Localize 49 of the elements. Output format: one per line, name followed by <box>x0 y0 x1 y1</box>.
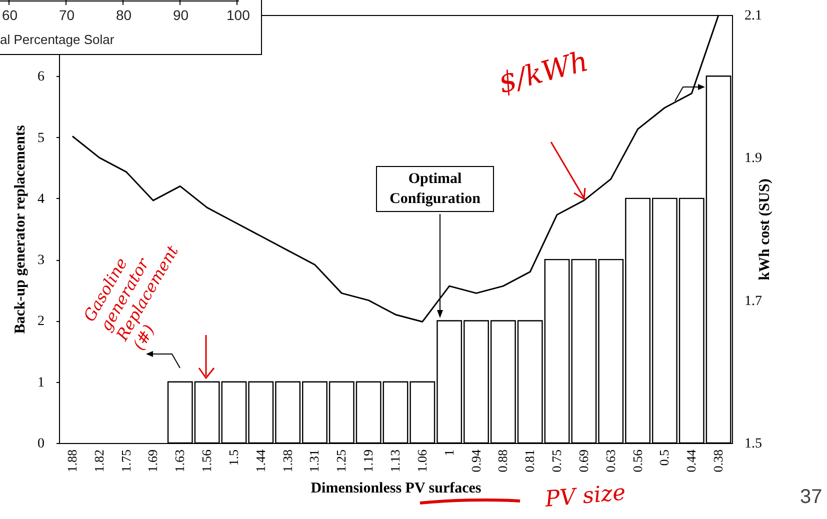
annotation: 80 <box>116 7 132 23</box>
annotation: $/kWh <box>495 44 592 100</box>
y-tick-label: 2 <box>38 314 44 330</box>
x-tick-label: 1.5 <box>226 450 241 466</box>
annotation: 100 <box>226 7 250 23</box>
annotation: Optimal Configuration <box>376 166 494 212</box>
x-tick-label: 0.63 <box>602 450 618 472</box>
y-tick-label: 1 <box>38 375 44 390</box>
x-tick-label: 1.69 <box>145 450 160 472</box>
y2-tick-label: 2.1 <box>744 8 762 24</box>
x-tick-label: 1 <box>441 450 456 456</box>
text: PV size <box>544 480 627 512</box>
text: 60 <box>2 7 18 23</box>
y-tick-label: 3 <box>38 253 44 268</box>
x-axis-title: Dimensionless PV surfaces <box>310 480 482 496</box>
x-tick-label: 0.56 <box>630 449 645 472</box>
x-tick-label: 1.13 <box>388 450 402 472</box>
y2-axis-title: kWh cost (SUS) <box>757 178 773 280</box>
y2-tick-label: 1.9 <box>744 151 762 166</box>
x-tick-label: 1.82 <box>91 450 106 472</box>
x-tick-label: 1.44 <box>252 449 268 472</box>
y-tick-label: 5 <box>38 130 44 146</box>
x-tick-label: 1.63 <box>172 450 188 472</box>
x-tick-label: 1.88 <box>64 450 80 472</box>
annotation: 90 <box>173 7 189 23</box>
x-tick-label: 0.5 <box>656 450 672 466</box>
x-tick-label: 1.06 <box>414 449 430 472</box>
x-tick-label: 0.38 <box>710 450 726 472</box>
x-tick-label: 0.75 <box>549 450 564 472</box>
annotation: al Percentage Solar <box>0 32 114 47</box>
x-tick-label: 1.19 <box>360 450 376 472</box>
x-tick-label: 0.81 <box>522 450 538 472</box>
x-tick-label: 1.75 <box>118 450 134 472</box>
text: 37 <box>800 486 822 509</box>
x-tick-label: 1.25 <box>334 450 349 472</box>
x-tick-label: 1.38 <box>280 450 295 472</box>
y-tick-label: 6 <box>38 70 44 85</box>
x-tick-label: 1.31 <box>306 450 322 472</box>
annotation: 70 <box>59 7 75 23</box>
x-tick-label: 0.88 <box>495 450 510 472</box>
y2-tick-label: 1.5 <box>744 436 762 452</box>
y-axis-title: Back-up generator replacements <box>12 125 28 334</box>
x-tick-label: 1.56 <box>199 449 214 472</box>
y2-tick-label: 1.7 <box>744 294 762 309</box>
y-tick-label: 4 <box>38 192 44 207</box>
x-tick-label: 0.44 <box>684 449 699 472</box>
x-tick-label: 0.69 <box>576 450 591 472</box>
x-tick-label: 0.94 <box>468 449 484 472</box>
y-tick-label: 0 <box>38 436 44 452</box>
